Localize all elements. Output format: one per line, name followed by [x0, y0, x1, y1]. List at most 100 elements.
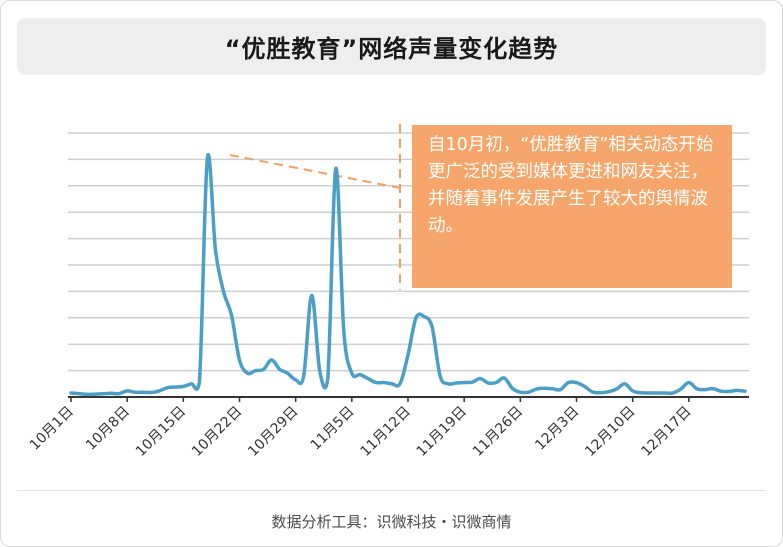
x-tick-label: 10月22日: [189, 404, 245, 460]
data-point: [173, 385, 178, 390]
data-point: [406, 352, 411, 357]
data-point: [694, 386, 699, 391]
x-tick-label: 10月29日: [245, 404, 301, 460]
data-point: [205, 156, 210, 161]
data-point: [638, 390, 643, 395]
data-point: [381, 380, 386, 385]
data-point: [598, 390, 603, 395]
data-point: [430, 325, 435, 330]
data-point: [197, 380, 202, 385]
data-point: [718, 389, 723, 394]
x-tick-label: 12月10日: [582, 404, 638, 460]
x-tick-label: 11月12日: [358, 404, 414, 460]
data-point: [253, 368, 258, 373]
data-point: [189, 381, 194, 386]
data-point: [542, 386, 547, 391]
data-point: [125, 388, 130, 393]
data-point: [285, 371, 290, 376]
data-point: [101, 391, 106, 396]
data-point: [678, 387, 683, 392]
data-point: [341, 329, 346, 334]
data-point: [502, 376, 507, 381]
data-point: [686, 380, 691, 385]
data-point: [93, 392, 98, 397]
data-point: [349, 371, 354, 376]
data-point: [606, 389, 611, 394]
data-point: [558, 387, 563, 392]
data-point: [133, 390, 138, 395]
data-point: [574, 380, 579, 385]
data-point: [365, 376, 370, 381]
data-point: [566, 380, 571, 385]
data-point: [735, 388, 740, 393]
data-point: [245, 371, 250, 376]
data-point: [398, 381, 403, 386]
data-point: [85, 392, 90, 397]
data-point: [438, 373, 443, 378]
data-point: [462, 380, 467, 385]
data-point: [309, 293, 314, 298]
data-point: [325, 376, 330, 381]
x-axis-labels: 10月1日 10月8日 10月15日 10月22日 10月29日 11月5日 11月12日 1…: [27, 404, 695, 460]
x-tick-label: 11月5日: [308, 404, 358, 454]
data-point: [422, 314, 427, 319]
data-point: [333, 166, 338, 171]
data-point: [670, 391, 675, 396]
data-point: [357, 372, 362, 377]
data-point: [727, 389, 732, 394]
data-point: [229, 313, 234, 318]
data-point: [69, 391, 74, 396]
data-point: [646, 391, 651, 396]
data-point: [590, 390, 595, 395]
data-point: [702, 387, 707, 392]
data-point: [293, 377, 298, 382]
source-note: 数据分析工具：识微科技・识微商情: [271, 513, 512, 531]
data-point: [550, 386, 555, 391]
data-point: [301, 373, 306, 378]
x-tick-label: 11月26日: [470, 404, 526, 460]
data-point: [478, 376, 483, 381]
data-point: [494, 380, 499, 385]
data-point: [582, 384, 587, 389]
x-tick-label: 10月15日: [133, 404, 189, 460]
x-tick-label: 12月17日: [638, 404, 694, 460]
source-divider: [17, 490, 766, 491]
data-point: [534, 387, 539, 392]
data-point: [213, 247, 218, 252]
data-point: [109, 391, 114, 396]
data-point: [373, 380, 378, 385]
data-point: [518, 390, 523, 395]
data-point: [510, 386, 515, 391]
data-point: [710, 386, 715, 391]
title-bar: “优胜教育”网络声量变化趋势: [17, 18, 766, 75]
x-tick-label: 10月1日: [27, 404, 77, 454]
data-point: [317, 368, 322, 373]
line-chart: 10月1日 10月8日 10月15日 10月22日 10月29日 11月5日 11月12日 1…: [27, 124, 749, 460]
data-point: [141, 390, 146, 395]
data-point: [414, 315, 419, 320]
annotation-callout: 自10月初，“优胜教育”相关动态开始更广泛的受到媒体更进和网友关注，并随着事件发…: [412, 125, 732, 288]
data-point: [390, 381, 395, 386]
data-point: [165, 385, 170, 390]
data-point: [622, 381, 627, 386]
series-layer: [69, 153, 747, 397]
x-tick-label: 11月19日: [414, 404, 470, 460]
data-point: [277, 367, 282, 372]
data-point: [454, 381, 459, 386]
data-point: [486, 381, 491, 386]
data-point: [662, 391, 667, 396]
x-tick-label: 10月8日: [83, 404, 133, 454]
data-point: [630, 388, 635, 393]
data-point: [654, 391, 659, 396]
data-point: [237, 358, 242, 363]
data-point: [269, 358, 274, 363]
data-point: [446, 381, 451, 386]
x-axis-ticks: [70, 397, 690, 402]
data-point: [77, 391, 82, 396]
data-point: [149, 390, 154, 395]
data-point: [117, 391, 122, 396]
data-point: [261, 367, 266, 372]
data-point: [614, 387, 619, 392]
data-point: [181, 384, 186, 389]
data-point: [470, 380, 475, 385]
